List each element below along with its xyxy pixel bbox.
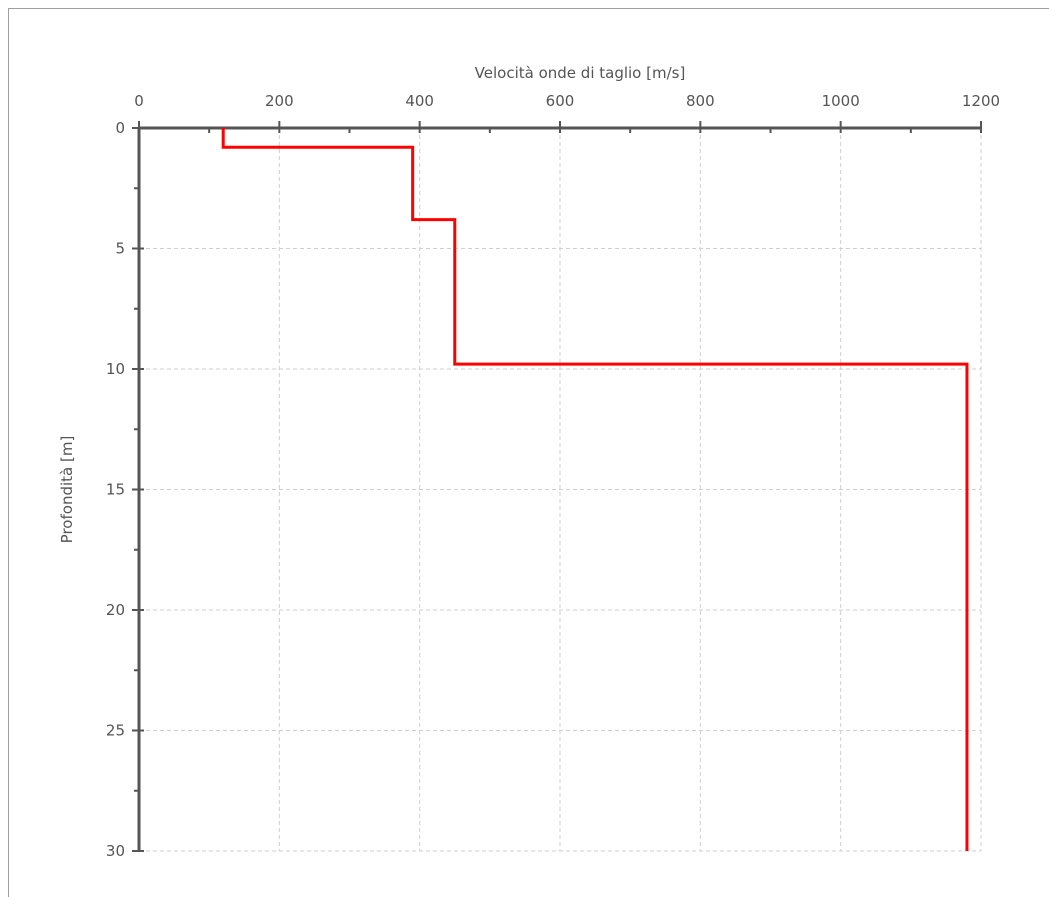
x-tick-label: 0 [134,92,144,110]
y-axis-title: Profondità [m] [58,436,76,544]
grid [139,128,982,852]
y-tick-label: 25 [106,722,125,740]
x-tick-label: 1200 [962,92,1000,110]
y-tick-label: 20 [106,601,125,619]
x-axis-title: Velocità onde di taglio [m/s] [475,64,686,82]
series-layer [221,128,969,851]
y-tick-label: 10 [106,360,125,378]
vs-profile-line [221,128,969,851]
y-tick-label: 0 [115,119,125,137]
y-tick-label: 15 [106,481,125,499]
x-tick-label: 600 [546,92,575,110]
x-tick-label: 200 [265,92,294,110]
y-tick-label: 30 [106,842,125,860]
chart-panel [8,8,1049,897]
x-tick-label: 1000 [822,92,860,110]
x-tick-label: 800 [686,92,715,110]
tick-labels: 0 200 400 600 800 1000 1200 0 5 10 15 20 25 30 [106,92,1000,860]
y-tick-label: 5 [115,240,125,258]
axes [132,121,982,852]
x-tick-label: 400 [405,92,434,110]
